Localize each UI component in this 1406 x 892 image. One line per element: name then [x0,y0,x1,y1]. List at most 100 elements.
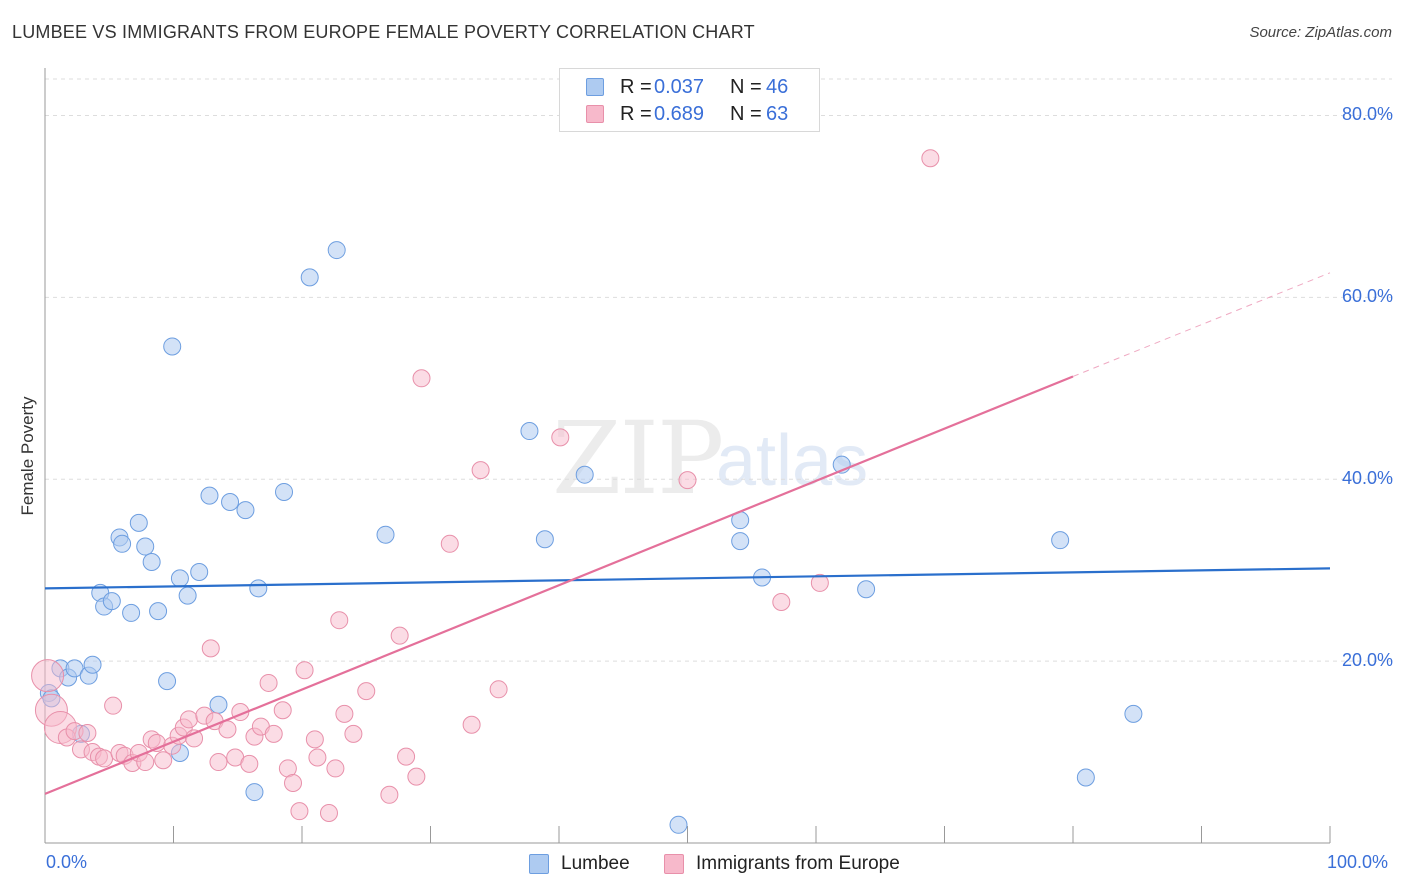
lumbee-point [1124,704,1143,723]
europe-point [344,724,363,743]
europe-point [772,593,791,612]
y-tick-label: 40.0% [1341,468,1393,489]
axes [44,68,1331,844]
europe-point [264,724,283,743]
europe-swatch [664,854,684,874]
lumbee-point [163,337,182,356]
europe-point [179,710,198,729]
europe-point [104,696,123,715]
lumbee-swatch [529,854,549,874]
lumbee-point [245,783,264,802]
lumbee-point [520,422,539,441]
lumbee-point [669,815,688,834]
lumbee-point [129,513,148,532]
lumbee-swatch [586,78,604,96]
europe-point [78,723,97,742]
europe-point [209,753,228,772]
europe-point [259,673,278,692]
europe-point [440,534,459,553]
y-tick-label: 60.0% [1341,286,1393,307]
lumbee-point [249,579,268,598]
bottom-legend-lumbee[interactable]: Lumbee [529,852,630,876]
europe-point [397,747,416,766]
grid-lines [45,78,1392,662]
y-tick-label: 20.0% [1341,650,1393,671]
lumbee-point [535,530,554,549]
europe-legend-label: Immigrants from Europe [696,853,900,874]
europe-point [305,730,324,749]
lumbee-point [83,655,102,674]
x-tick-label-max: 100.0% [1327,852,1389,872]
lumbee-point [1076,768,1095,787]
lumbee-point [327,241,346,260]
lumbee-point [65,659,84,678]
lumbee-trend-line [44,567,1331,590]
x-tick-label-min: 0.0% [46,852,88,872]
europe-point [308,748,327,767]
legend-row-lumbee: R = 0.037 N = 46 [586,76,788,98]
europe-point [95,749,114,768]
europe-point [390,626,409,645]
europe-point [201,639,220,658]
lumbee-point [136,537,155,556]
europe-point [154,751,173,770]
n-value: 63 [766,102,789,125]
legend-row-europe: R = 0.689 N = 63 [586,103,788,125]
lumbee-point [575,465,594,484]
watermark-zip: ZIP [552,400,724,517]
r-value: 0.689 [654,102,705,125]
europe-point [31,659,65,693]
lumbee-point [1051,531,1070,550]
europe-trend-extension [1072,272,1331,377]
trend-lines [44,272,1331,795]
n-label: N = [730,102,762,125]
europe-point [407,767,426,786]
europe-point [330,611,349,630]
europe-point [551,428,570,447]
lumbee-point [102,592,121,611]
chart-title: LUMBEE VS IMMIGRANTS FROM EUROPE FEMALE … [12,22,755,42]
europe-point [810,573,829,592]
europe-point [273,701,292,720]
europe-trend-line [44,375,1074,795]
lumbee-point [200,486,219,505]
lumbee-point [209,695,228,714]
lumbee-point [731,532,750,551]
europe-point [284,773,303,792]
lumbee-point [158,672,177,691]
lumbee-point [275,482,294,501]
europe-point [412,369,431,388]
europe-point [326,759,345,778]
lumbee-point [122,603,141,622]
europe-points [31,149,940,822]
lumbee-point [170,569,189,588]
europe-point [335,704,354,723]
lumbee-point [142,552,161,571]
lumbee-point [236,501,255,520]
r-label: R = [620,75,652,98]
lumbee-point [178,586,197,605]
y-tick-label: 80.0% [1341,104,1393,125]
europe-point [489,680,508,699]
lumbee-points [39,241,1143,834]
europe-point [295,661,314,680]
europe-point [921,149,940,168]
source-label: Source: ZipAtlas.com [1249,24,1392,41]
lumbee-point [300,268,319,287]
n-label: N = [730,75,762,98]
europe-point [678,471,697,490]
europe-point [319,803,338,822]
lumbee-point [113,534,132,553]
europe-point [380,785,399,804]
n-value: 46 [766,75,789,98]
europe-swatch [586,105,604,123]
r-label: R = [620,102,652,125]
europe-point [471,461,490,480]
bottom-legend-europe[interactable]: Immigrants from Europe [664,852,900,876]
correlation-legend: R = 0.037 N = 46 R = 0.689 N = 63 [559,68,820,132]
europe-point [357,682,376,701]
lumbee-point [376,525,395,544]
r-value: 0.037 [654,75,705,98]
lumbee-point [857,580,876,599]
